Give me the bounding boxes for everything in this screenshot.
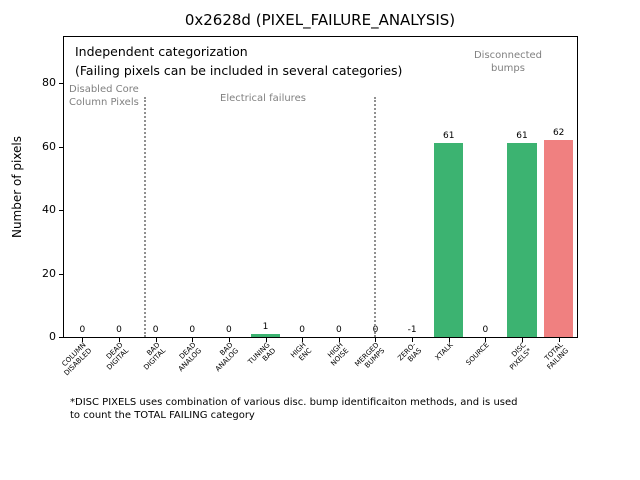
- footnote: *DISC PIXELS uses combination of various…: [70, 397, 518, 422]
- plot-area: Independent categorization (Failing pixe…: [63, 36, 578, 338]
- bar-value-label: -1: [407, 325, 417, 335]
- section-divider: [143, 97, 146, 337]
- bar-value-label: 0: [116, 325, 122, 335]
- y-tick-label: 20: [42, 266, 56, 280]
- x-tick-mark: [522, 338, 524, 342]
- bar-value-label: 0: [152, 325, 159, 335]
- x-tick-mark: [118, 338, 120, 342]
- bar-value-label: 0: [299, 325, 306, 335]
- y-tick-label: 60: [42, 139, 56, 153]
- x-tick-mark: [228, 338, 230, 342]
- y-tick-label: 80: [42, 76, 56, 90]
- y-axis-title: Number of pixels: [10, 135, 24, 239]
- bar-value-label: 61: [443, 131, 455, 142]
- x-tick-mark: [558, 338, 560, 342]
- chart-title: 0x2628d (PIXEL_FAILURE_ANALYSIS): [184, 11, 456, 29]
- x-tick-mark: [375, 338, 377, 342]
- bar-value-label: 1: [262, 321, 269, 332]
- bar: [250, 333, 281, 337]
- x-tick-mark: [338, 338, 340, 342]
- x-tick-mark: [412, 338, 414, 342]
- annotation-disabled-core-column-pixels: Disabled Core Column Pixels: [69, 84, 139, 108]
- annotation-independent-categorization: Independent categorization: [75, 44, 248, 59]
- bar-value-label: 62: [552, 128, 565, 139]
- y-tick-label: 40: [42, 203, 56, 217]
- y-tick-mark: [59, 146, 63, 148]
- bar: [507, 143, 537, 337]
- x-tick-mark: [265, 338, 267, 342]
- bar-value-label: 0: [335, 325, 342, 335]
- annotation-failing-note: (Failing pixels can be included in sever…: [75, 63, 403, 78]
- bar: [544, 140, 574, 337]
- section-divider: [374, 97, 377, 337]
- annotation-disconnected-bumps: Disconnected bumps: [473, 50, 543, 74]
- bar-value-label: 61: [516, 131, 528, 142]
- y-tick-mark: [59, 210, 63, 212]
- y-tick-mark: [59, 83, 63, 85]
- x-tick-mark: [485, 338, 487, 342]
- x-tick-mark: [302, 338, 304, 342]
- bar-value-label: 0: [189, 325, 196, 335]
- y-tick-mark: [59, 273, 63, 275]
- bar: [434, 143, 464, 337]
- annotation-electrical-failures: Electrical failures: [220, 93, 306, 104]
- x-tick-mark: [82, 338, 84, 342]
- y-tick-label: 0: [49, 330, 56, 343]
- bar-value-label: 0: [482, 325, 489, 335]
- y-tick-mark: [59, 337, 63, 338]
- x-tick-mark: [155, 338, 157, 342]
- x-tick-mark: [448, 338, 450, 342]
- x-tick-mark: [192, 338, 194, 342]
- bar-value-label: 0: [226, 325, 232, 335]
- bar-value-label: 0: [79, 325, 86, 335]
